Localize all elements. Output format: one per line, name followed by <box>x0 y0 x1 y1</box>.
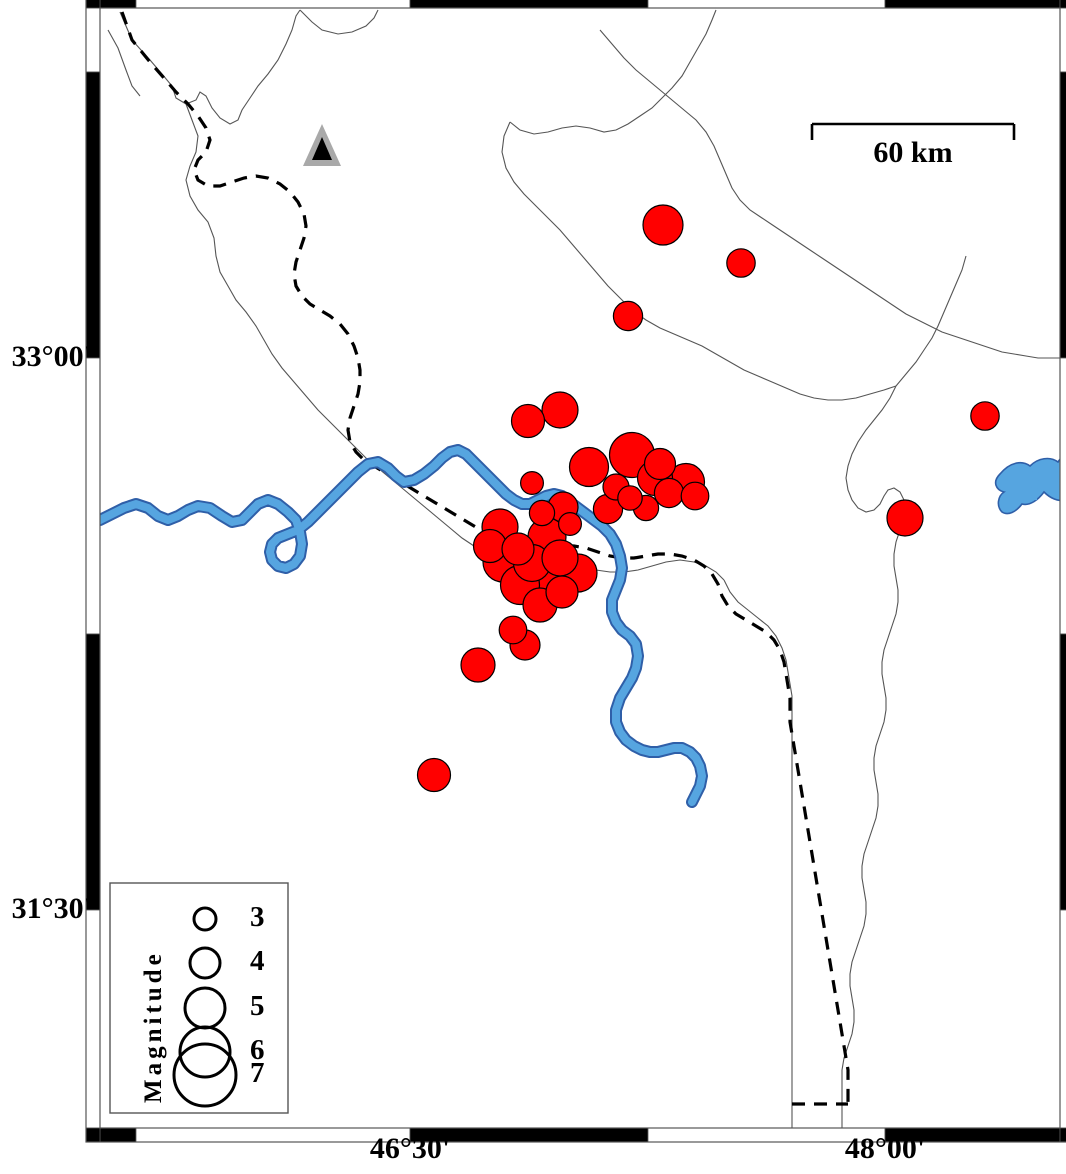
frame-band <box>1059 71 1066 359</box>
magnitude-legend <box>109 882 289 1114</box>
frame-rule <box>99 7 1061 1129</box>
frame-band <box>85 909 101 1129</box>
earthquake-epicenter <box>545 575 579 609</box>
frame-band <box>85 7 101 73</box>
frame-band <box>1059 909 1066 1129</box>
earthquake-epicenter <box>416 757 452 793</box>
earthquake-epicenter <box>568 446 610 488</box>
international-border <box>120 11 850 1106</box>
seismic-station-triangle-icon <box>303 124 341 166</box>
frame-band <box>1059 357 1066 635</box>
lon-label-48-00: 48°00' <box>844 1132 926 1165</box>
frame-band <box>1059 633 1066 911</box>
lat-label-33-00: 33°00' <box>11 340 92 373</box>
legend-symbol-m4 <box>188 946 222 980</box>
frame-band <box>85 71 101 359</box>
earthquake-epicenter <box>501 532 535 566</box>
frame-band <box>647 0 886 9</box>
legend-label-m3: 3 <box>250 901 265 933</box>
earthquake-epicenter <box>528 499 556 527</box>
frame-band <box>884 0 1061 9</box>
frame-band <box>85 0 101 9</box>
lat-label-31-30: 31°30' <box>11 892 92 925</box>
scale-bar-label: 60 km <box>873 136 953 169</box>
frame-band <box>1059 0 1066 9</box>
frame-band <box>135 0 411 9</box>
earthquake-epicenter-group <box>416 204 1000 793</box>
legend-label-m4: 4 <box>250 945 265 977</box>
earthquake-epicenter <box>498 615 528 645</box>
frame-band <box>1059 1127 1066 1143</box>
frame-band <box>85 357 101 635</box>
earthquake-epicenter <box>617 485 643 511</box>
frame-band <box>85 633 101 911</box>
earthquake-epicenter <box>642 204 684 246</box>
scale-bar-line <box>810 122 1016 140</box>
lon-label-46-30: 46°30' <box>369 1132 451 1165</box>
earthquake-epicenter <box>541 391 579 429</box>
earthquake-epicenter <box>519 471 544 496</box>
legend-label-m7: 7 <box>250 1057 265 1089</box>
earthquake-epicenter <box>557 511 582 536</box>
earthquake-epicenter <box>970 401 1000 431</box>
legend-symbol-m3 <box>192 906 218 932</box>
earthquake-epicenter <box>643 447 677 481</box>
earthquake-epicenter <box>612 300 644 332</box>
scale-bar <box>810 122 1016 140</box>
legend-box <box>109 882 289 1114</box>
earthquake-epicenter <box>886 499 924 537</box>
earthquake-epicenter <box>680 481 710 511</box>
legend-title: Magnitude <box>140 950 167 1103</box>
legend-symbol-m6 <box>178 1025 232 1079</box>
legend-symbol-m7 <box>172 1042 238 1108</box>
frame-rule <box>85 0 1066 1143</box>
earthquake-epicenter <box>510 403 546 439</box>
province-boundaries <box>107 9 1060 1128</box>
legend-label-m6: 6 <box>250 1034 265 1066</box>
river <box>100 444 708 808</box>
frame-band <box>409 0 649 9</box>
frame-band <box>99 1127 137 1143</box>
legend-label-m5: 5 <box>250 990 265 1022</box>
water-body <box>994 457 1060 515</box>
frame-band <box>85 1127 101 1143</box>
earthquake-epicenter <box>460 647 496 683</box>
frame-band <box>1059 7 1066 73</box>
frame-band <box>99 0 137 9</box>
earthquake-epicenter <box>726 248 756 278</box>
